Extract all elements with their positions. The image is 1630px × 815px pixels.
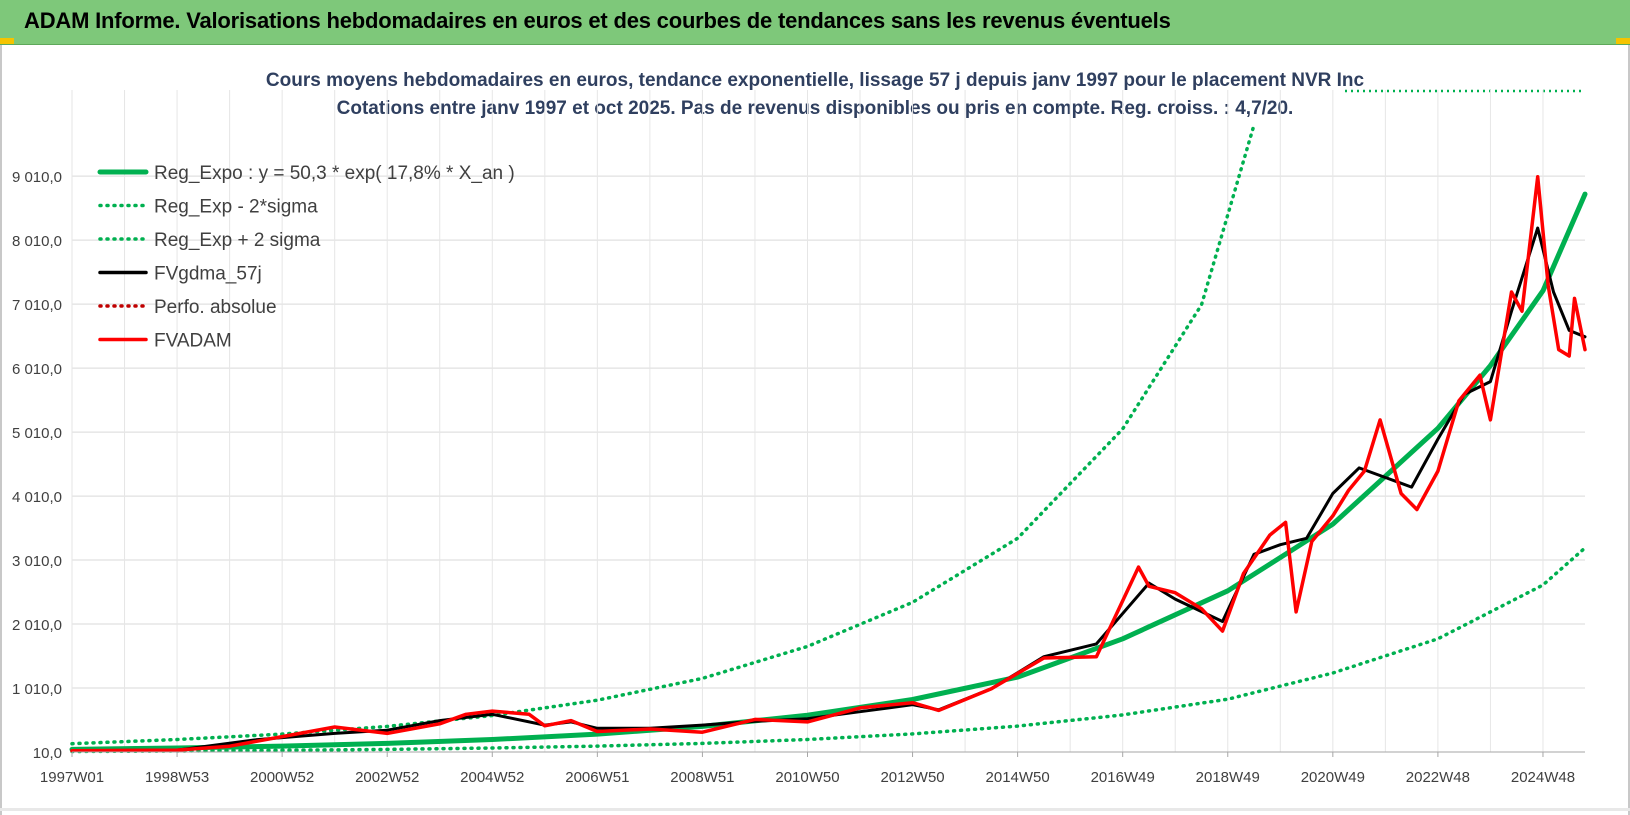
y-tick-label: 7 010,0 bbox=[12, 297, 62, 314]
series-line-reg-expo-y-50-3-exp-17-8-x-an bbox=[69, 191, 1588, 752]
header-banner: ADAM Informe. Valorisations hebdomadaire… bbox=[0, 0, 1630, 45]
series-line-reg-exp-2-sigma bbox=[70, 123, 1256, 746]
y-tick-label: 2 010,0 bbox=[12, 617, 62, 634]
y-tick-label: 6 010,0 bbox=[12, 361, 62, 378]
x-tick-label: 2000W52 bbox=[250, 769, 314, 786]
series-line-reg-exp-2-sigma bbox=[70, 546, 1587, 754]
x-tick-label: 1997W01 bbox=[40, 769, 104, 786]
x-tick-label: 2004W52 bbox=[460, 769, 524, 786]
y-tick-label: 5 010,0 bbox=[12, 425, 62, 442]
y-tick-label: 1 010,0 bbox=[12, 681, 62, 698]
y-tick-label: 9 010,0 bbox=[12, 169, 62, 186]
legend-label: FVgdma_57j bbox=[154, 264, 262, 285]
legend-label: FVADAM bbox=[154, 331, 232, 352]
x-tick-label: 2010W50 bbox=[775, 769, 839, 786]
x-tick-label: 2012W50 bbox=[880, 769, 944, 786]
x-tick-label: 2002W52 bbox=[355, 769, 419, 786]
corner-marker-left bbox=[0, 38, 14, 44]
x-tick-label: 2016W49 bbox=[1091, 769, 1155, 786]
y-tick-label: 8 010,0 bbox=[12, 233, 62, 250]
x-tick-label: 2022W48 bbox=[1406, 769, 1470, 786]
legend-label: Reg_Exp + 2 sigma bbox=[154, 230, 321, 251]
chart-subtitle: Cotations entre janv 1997 et oct 2025. P… bbox=[336, 98, 1294, 119]
chart-area bbox=[0, 44, 1630, 815]
page-title: ADAM Informe. Valorisations hebdomadaire… bbox=[24, 8, 1171, 33]
legend-label: Reg_Exp - 2*sigma bbox=[154, 197, 318, 218]
chart-title: Cours moyens hebdomadaires en euros, ten… bbox=[265, 70, 1365, 91]
x-tick-label: 2014W50 bbox=[986, 769, 1050, 786]
x-tick-label: 2008W51 bbox=[670, 769, 734, 786]
x-tick-label: 2018W49 bbox=[1196, 769, 1260, 786]
x-tick-label: 2024W48 bbox=[1511, 769, 1575, 786]
corner-marker-right bbox=[1616, 38, 1630, 44]
x-tick-label: 1998W53 bbox=[145, 769, 209, 786]
legend-label: Perfo. absolue bbox=[154, 297, 277, 318]
x-tick-label: 2020W49 bbox=[1301, 769, 1365, 786]
legend-label: Reg_Expo : y = 50,3 * exp( 17,8% * X_an … bbox=[154, 163, 515, 184]
y-tick-label: 4 010,0 bbox=[12, 489, 62, 506]
bottom-rule bbox=[0, 808, 1630, 811]
y-tick-label: 3 010,0 bbox=[12, 553, 62, 570]
series-line-fvgdma-57j bbox=[70, 226, 1587, 753]
x-tick-label: 2006W51 bbox=[565, 769, 629, 786]
y-tick-label: 10,0 bbox=[33, 745, 62, 762]
series-line-fvadam bbox=[70, 175, 1587, 753]
